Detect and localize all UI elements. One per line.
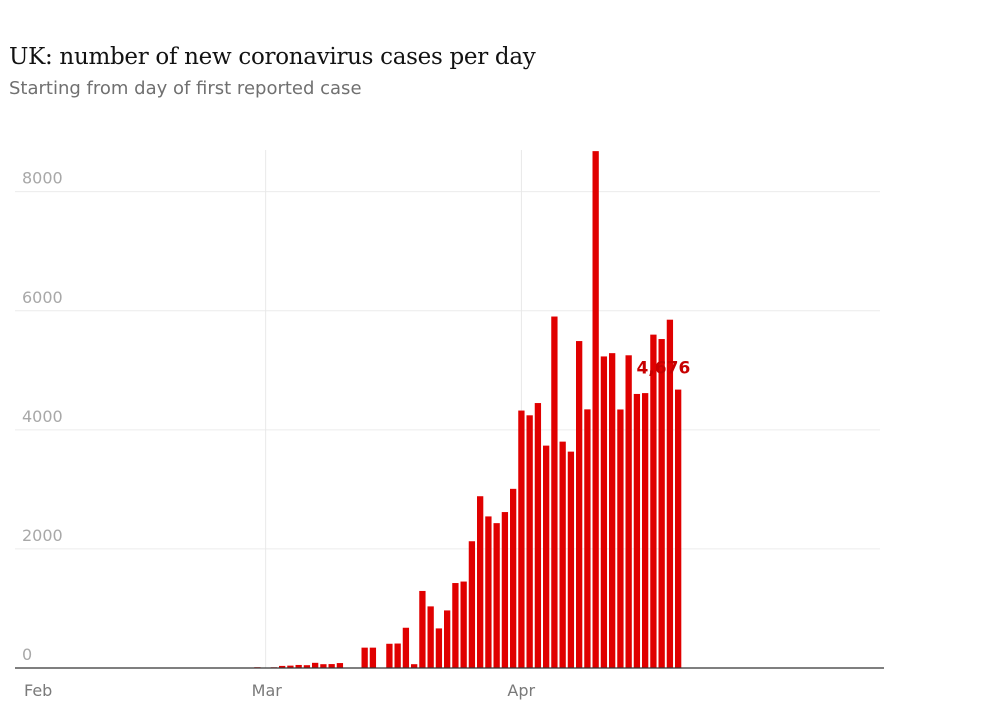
y-tick-label: 0 bbox=[22, 645, 32, 664]
bar bbox=[287, 665, 294, 668]
bar bbox=[642, 393, 649, 668]
bar bbox=[617, 409, 624, 668]
chart-title: UK: number of new coronavirus cases per … bbox=[9, 44, 536, 70]
bar bbox=[592, 151, 599, 668]
bar bbox=[658, 339, 665, 668]
y-tick-label: 6000 bbox=[22, 288, 63, 307]
x-tick-label: Apr bbox=[507, 681, 535, 700]
bar bbox=[534, 403, 542, 668]
bar bbox=[666, 319, 674, 668]
bar bbox=[460, 581, 467, 668]
bar bbox=[493, 523, 500, 668]
bar bbox=[477, 496, 484, 668]
bar bbox=[435, 628, 443, 668]
bar bbox=[303, 665, 311, 668]
bar bbox=[320, 664, 327, 668]
bar bbox=[419, 590, 426, 668]
bar bbox=[427, 606, 434, 668]
y-tick-label: 8000 bbox=[22, 169, 63, 188]
bar bbox=[633, 393, 641, 668]
bar bbox=[485, 516, 492, 668]
bar bbox=[650, 334, 657, 668]
bar bbox=[402, 627, 410, 668]
bar bbox=[576, 341, 583, 668]
y-tick-label: 2000 bbox=[22, 526, 63, 545]
bar bbox=[444, 610, 451, 668]
bar bbox=[386, 643, 393, 668]
y-tick-label: 4000 bbox=[22, 407, 63, 426]
bar bbox=[295, 664, 302, 668]
bar bbox=[526, 415, 533, 668]
bar bbox=[336, 663, 344, 668]
x-axis-ticks: Feb Mar Apr bbox=[24, 681, 536, 700]
x-tick-label: Mar bbox=[252, 681, 283, 700]
bar bbox=[584, 409, 591, 668]
bar bbox=[361, 647, 368, 668]
bar bbox=[312, 662, 319, 668]
bar bbox=[675, 389, 682, 668]
x-tick-label: Feb bbox=[24, 681, 52, 700]
grid-lines bbox=[15, 150, 880, 668]
bar bbox=[600, 356, 608, 668]
bar bbox=[279, 665, 286, 668]
bar bbox=[411, 664, 418, 668]
bar bbox=[468, 541, 476, 668]
chart-subtitle: Starting from day of first reported case bbox=[9, 78, 362, 99]
bar bbox=[518, 410, 525, 668]
bar bbox=[559, 441, 566, 668]
bar bbox=[369, 647, 377, 668]
bar bbox=[501, 512, 509, 668]
bar bbox=[328, 664, 335, 668]
bar bbox=[625, 355, 632, 668]
y-axis-ticks: 0 2000 4000 6000 8000 bbox=[22, 169, 63, 664]
bar bbox=[394, 643, 401, 668]
bar bbox=[543, 445, 550, 668]
bar bbox=[551, 316, 558, 668]
bar bbox=[452, 583, 459, 668]
bar bbox=[567, 451, 575, 668]
bar bbox=[609, 353, 616, 668]
bar-series bbox=[15, 151, 682, 668]
bar bbox=[510, 488, 517, 668]
latest-value-label: 4,676 bbox=[637, 359, 691, 379]
